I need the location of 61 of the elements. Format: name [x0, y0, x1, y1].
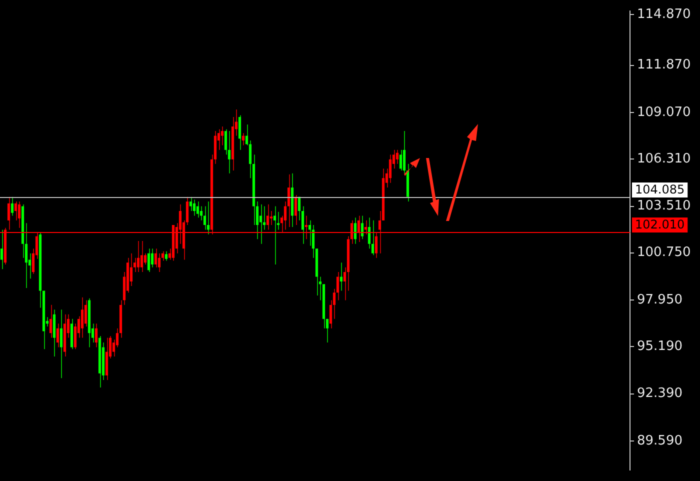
candlestick — [147, 248, 150, 273]
candlestick — [368, 217, 371, 250]
candlestick — [56, 323, 60, 348]
candlestick — [164, 250, 168, 262]
ref-line-label: 102.010 — [635, 218, 685, 232]
candlestick — [158, 252, 161, 273]
candlestick — [360, 215, 364, 240]
candlestick — [144, 252, 147, 265]
ref-line-label: 104.085 — [635, 182, 685, 197]
candlestick — [10, 196, 14, 216]
y-tick-label: 114.870 — [637, 7, 691, 22]
candlestick — [220, 126, 224, 146]
candlestick — [326, 318, 329, 344]
candlestick — [259, 204, 262, 244]
candlestick — [399, 149, 402, 172]
candlestick — [80, 296, 84, 338]
y-tick-label: 100.750 — [637, 245, 691, 260]
candlestick — [238, 114, 242, 150]
candlestick — [192, 199, 196, 216]
candlestick — [287, 174, 290, 228]
candlestick — [130, 252, 133, 287]
candlestick — [49, 304, 52, 338]
candlestick — [270, 210, 273, 226]
candlestick — [340, 262, 343, 292]
candlestick — [206, 201, 210, 235]
candlestick — [14, 201, 18, 221]
candlestick — [74, 323, 77, 350]
y-tick-label: 109.070 — [637, 104, 691, 120]
candlestick — [154, 248, 158, 268]
candlestick — [70, 318, 74, 350]
y-tick-label: 106.310 — [637, 151, 691, 166]
candlestick — [228, 130, 231, 174]
candlestick — [203, 206, 206, 230]
candlestick — [18, 201, 21, 228]
candlestick — [266, 204, 270, 230]
candlestick — [60, 309, 63, 379]
y-tick-label: 111.870 — [637, 58, 691, 73]
y-tick-label: 92.390 — [637, 386, 682, 402]
candlestick — [150, 248, 154, 268]
candlestick — [371, 220, 374, 256]
candlestick — [189, 196, 192, 212]
candlestick — [388, 154, 392, 184]
candlestick — [308, 220, 312, 246]
y-tick-label: 103.510 — [637, 198, 691, 214]
candlestick — [224, 128, 228, 156]
candlestick — [0, 229, 4, 270]
candlestick — [7, 196, 10, 230]
candlestick — [52, 309, 56, 358]
candlestick — [273, 206, 276, 265]
candlestick — [242, 132, 245, 146]
y-tick-label: 95.190 — [637, 338, 682, 354]
candlestick — [396, 149, 399, 164]
candlestick — [105, 337, 108, 380]
candlestick — [301, 206, 304, 244]
candlestick — [196, 201, 200, 218]
y-tick-label: 97.950 — [637, 292, 682, 308]
candlestick — [94, 323, 98, 348]
candlestick — [136, 240, 140, 273]
candlestick — [200, 206, 203, 221]
y-tick-label: 89.590 — [637, 433, 682, 448]
candlestick — [140, 240, 144, 273]
